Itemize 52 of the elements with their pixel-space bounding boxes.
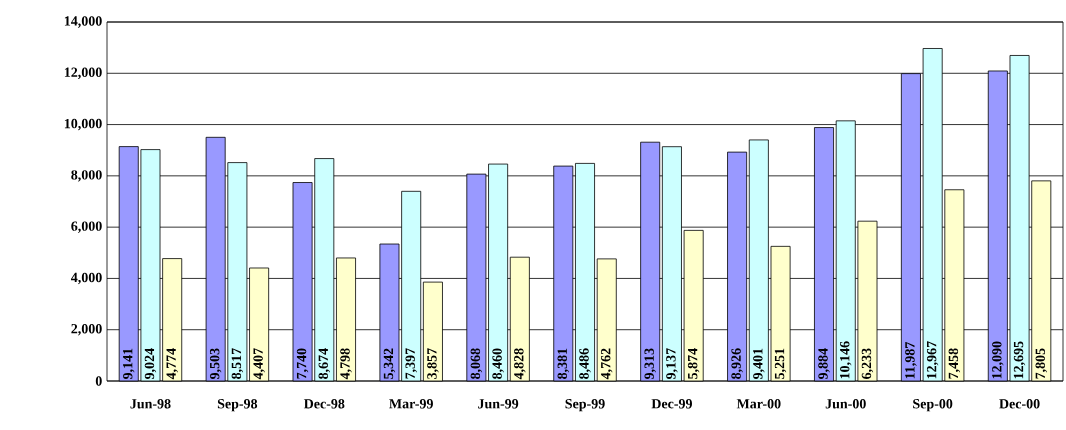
data-label: 7,805: [1035, 348, 1048, 379]
y-tick-label: 4,000: [70, 272, 102, 285]
x-tick-label: Sep-98: [217, 399, 258, 412]
data-label: 8,486: [579, 348, 591, 379]
data-label: 9,313: [644, 348, 656, 380]
data-label: 9,137: [666, 348, 678, 380]
data-label: 9,884: [818, 348, 830, 380]
y-tick-label: 12,000: [64, 67, 102, 80]
data-label: 8,381: [557, 348, 570, 379]
data-label: 9,024: [144, 348, 157, 380]
x-tick-label: Mar-00: [736, 399, 781, 409]
data-label: 4,774: [166, 348, 178, 380]
x-tick-label: Jun-98: [130, 399, 171, 409]
x-tick-label: Dec-98: [303, 399, 345, 409]
data-label: 3,857: [427, 348, 439, 379]
y-tick-label: 6,000: [71, 221, 102, 233]
x-tick-label: Dec-99: [651, 399, 692, 409]
data-label: 4,762: [601, 348, 613, 380]
y-tick-label: 8,000: [71, 170, 102, 182]
data-label: 5,251: [774, 348, 787, 379]
data-label: 8,674: [318, 348, 331, 379]
x-tick-label: Jun-00: [825, 399, 866, 409]
data-label: 8,068: [470, 348, 483, 379]
data-label: 8,460: [492, 348, 504, 379]
data-label: 7,397: [405, 348, 417, 379]
data-label: 11,987: [905, 342, 917, 379]
y-tick-label: 0: [95, 376, 102, 386]
data-label: 9,503: [209, 348, 222, 380]
data-label: 10,146: [840, 341, 852, 379]
y-tick-label: 10,000: [64, 118, 102, 131]
data-label: 7,458: [948, 348, 961, 379]
data-label: 7,740: [296, 348, 309, 379]
y-tick-label: 2,000: [71, 323, 102, 336]
data-label: 12,967: [926, 341, 939, 379]
data-label: 8,517: [231, 348, 244, 379]
x-tick-label: Sep-99: [565, 399, 605, 412]
data-label: 8,926: [731, 348, 743, 379]
data-label: 4,828: [514, 348, 526, 380]
x-tick-label: Mar-99: [389, 399, 433, 409]
data-label: 4,407: [253, 348, 265, 380]
data-label: 9,141: [123, 348, 135, 380]
x-tick-label: Dec-00: [999, 399, 1040, 409]
data-label: 12,695: [1013, 341, 1026, 379]
data-label: 5,342: [383, 348, 396, 379]
data-label: 5,874: [687, 348, 700, 379]
x-tick-label: Jun-99: [478, 399, 519, 409]
data-label: 12,090: [992, 341, 1004, 379]
data-label: 9,401: [753, 348, 765, 380]
data-label: 6,233: [861, 348, 874, 379]
y-tick-label: 14,000: [64, 16, 102, 28]
x-tick-label: Sep-00: [913, 399, 953, 412]
data-label: 4,798: [340, 348, 352, 380]
